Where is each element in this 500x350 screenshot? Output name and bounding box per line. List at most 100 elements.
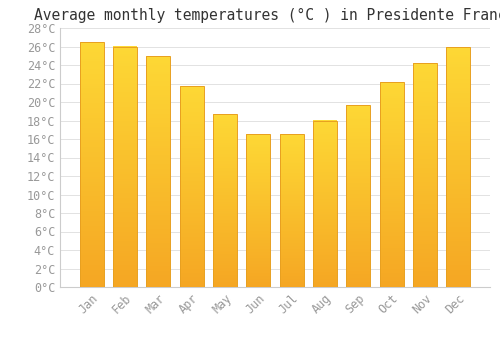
Bar: [146, 225, 171, 227]
Bar: [280, 243, 303, 244]
Bar: [213, 131, 237, 133]
Bar: [80, 255, 104, 258]
Bar: [113, 248, 137, 251]
Bar: [280, 278, 303, 279]
Bar: [180, 279, 204, 281]
Bar: [446, 134, 470, 136]
Bar: [213, 249, 237, 251]
Bar: [213, 216, 237, 218]
Bar: [446, 47, 470, 50]
Bar: [213, 225, 237, 226]
Bar: [213, 228, 237, 230]
Bar: [246, 284, 270, 286]
Bar: [113, 75, 137, 78]
Bar: [413, 150, 437, 153]
Bar: [80, 233, 104, 236]
Bar: [313, 259, 337, 260]
Bar: [380, 193, 404, 195]
Bar: [213, 150, 237, 152]
Bar: [413, 244, 437, 247]
Bar: [313, 219, 337, 220]
Bar: [113, 179, 137, 181]
Bar: [413, 173, 437, 175]
Bar: [446, 162, 470, 165]
Bar: [180, 209, 204, 211]
Bar: [180, 100, 204, 102]
Bar: [246, 233, 270, 235]
Bar: [413, 175, 437, 177]
Bar: [346, 209, 370, 210]
Bar: [213, 154, 237, 155]
Bar: [113, 102, 137, 104]
Bar: [213, 256, 237, 258]
Bar: [146, 97, 171, 100]
Bar: [246, 202, 270, 203]
Bar: [413, 85, 437, 88]
Bar: [80, 167, 104, 169]
Bar: [80, 182, 104, 184]
Bar: [346, 285, 370, 287]
Bar: [180, 90, 204, 92]
Bar: [180, 213, 204, 215]
Bar: [446, 98, 470, 100]
Bar: [346, 127, 370, 128]
Bar: [113, 147, 137, 150]
Bar: [113, 208, 137, 210]
Bar: [446, 141, 470, 143]
Bar: [413, 153, 437, 155]
Bar: [80, 91, 104, 93]
Bar: [413, 139, 437, 141]
Bar: [380, 160, 404, 162]
Bar: [413, 258, 437, 260]
Bar: [113, 256, 137, 258]
Bar: [346, 251, 370, 252]
Bar: [280, 153, 303, 154]
Bar: [213, 116, 237, 118]
Bar: [113, 157, 137, 160]
Bar: [380, 100, 404, 102]
Bar: [313, 174, 337, 175]
Bar: [413, 193, 437, 195]
Bar: [413, 90, 437, 92]
Bar: [180, 233, 204, 235]
Bar: [180, 94, 204, 96]
Bar: [80, 155, 104, 157]
Bar: [213, 252, 237, 254]
Bar: [180, 215, 204, 217]
Bar: [146, 231, 171, 234]
Bar: [246, 154, 270, 156]
Bar: [146, 130, 171, 132]
Bar: [113, 51, 137, 54]
Bar: [80, 238, 104, 240]
Bar: [446, 187, 470, 189]
Bar: [313, 124, 337, 126]
Bar: [313, 274, 337, 275]
Bar: [280, 257, 303, 258]
Bar: [213, 176, 237, 178]
Bar: [146, 56, 171, 58]
Bar: [446, 174, 470, 177]
Bar: [313, 202, 337, 204]
Bar: [246, 276, 270, 278]
Bar: [146, 164, 171, 167]
Bar: [113, 167, 137, 169]
Bar: [246, 221, 270, 223]
Bar: [446, 248, 470, 251]
Bar: [213, 258, 237, 259]
Bar: [180, 269, 204, 271]
Bar: [380, 209, 404, 211]
Bar: [180, 193, 204, 195]
Bar: [213, 173, 237, 175]
Bar: [113, 135, 137, 138]
Bar: [80, 113, 104, 116]
Bar: [213, 138, 237, 140]
Bar: [446, 155, 470, 158]
Bar: [180, 245, 204, 247]
Bar: [413, 189, 437, 191]
Bar: [413, 238, 437, 240]
Bar: [313, 247, 337, 249]
Bar: [313, 201, 337, 202]
Bar: [146, 116, 171, 118]
Bar: [446, 282, 470, 285]
Bar: [113, 169, 137, 171]
